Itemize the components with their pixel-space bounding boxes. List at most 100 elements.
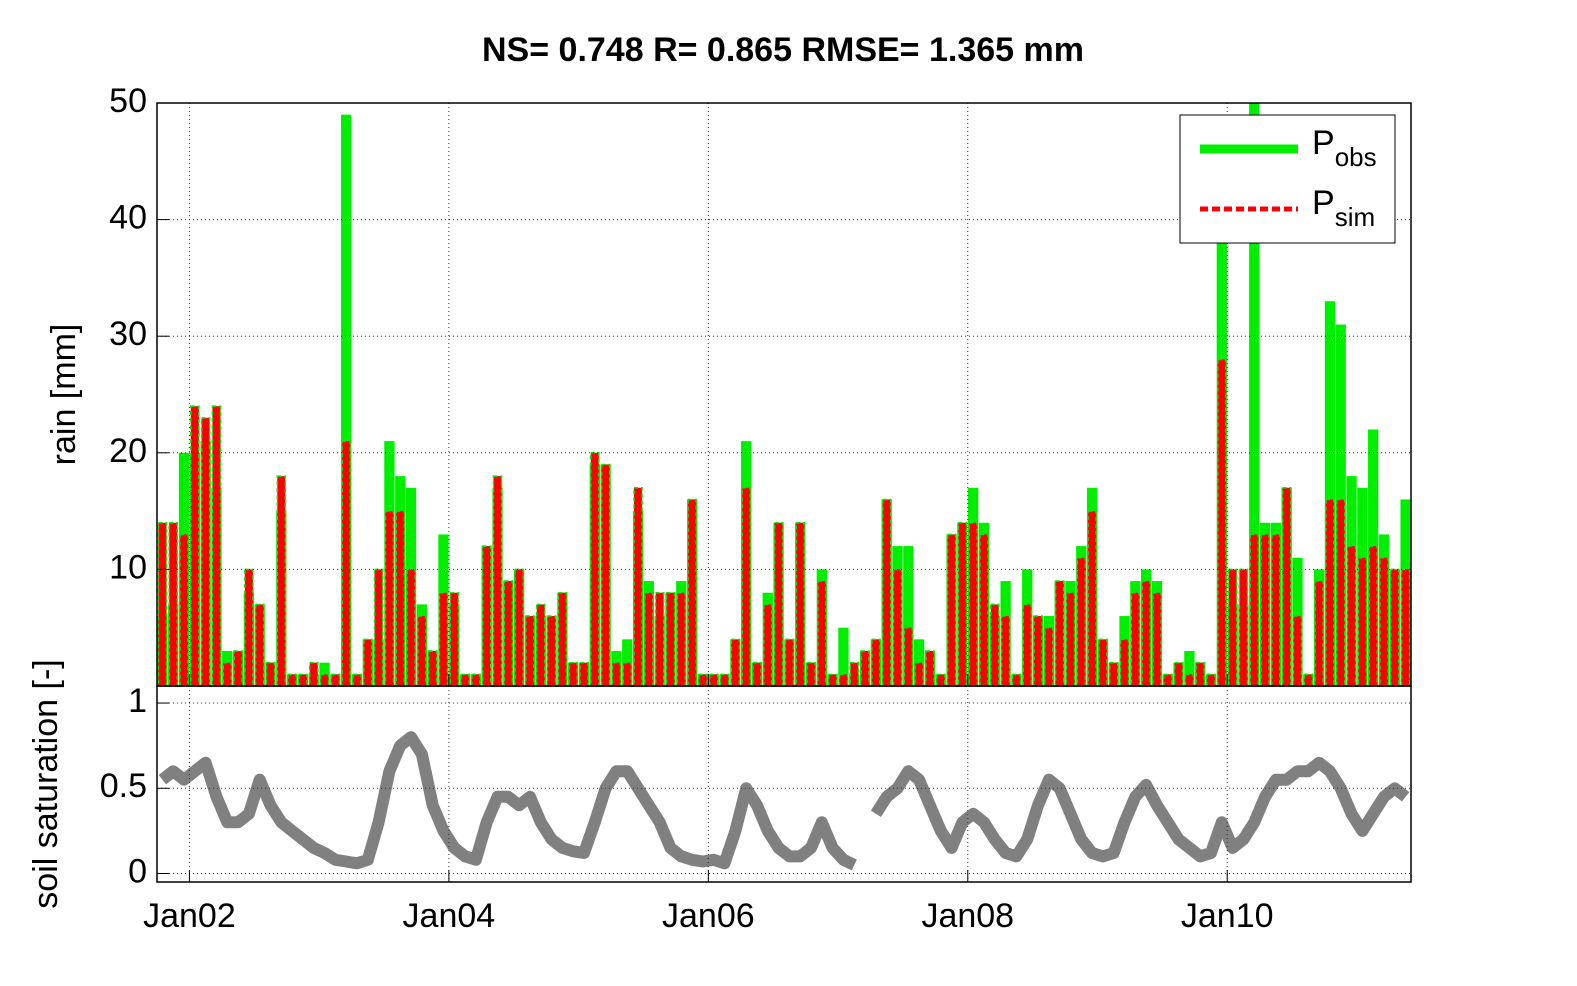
bar [1249,533,1260,686]
x-tick-label: Jan02 [143,897,236,935]
bar [925,650,935,686]
bar [1130,591,1141,686]
y-tick-label: 30 [109,315,147,353]
bar [417,615,427,686]
bar [752,661,762,686]
bar [817,580,827,686]
bar [860,650,870,686]
bar [535,603,546,686]
bar [1238,568,1249,686]
bar [827,673,838,686]
bar [168,522,179,686]
bar [903,546,914,686]
bar [319,662,330,686]
y-axis-label: soil saturation [-] [27,659,65,908]
bar [654,591,665,686]
bar [881,498,892,686]
legend-label-sub: obs [1335,142,1377,172]
bar [200,417,211,686]
legend-label: Psim [1312,184,1375,232]
bar [762,603,773,686]
bar [233,650,243,686]
bar [665,591,676,686]
plot-area [158,731,1410,871]
axes-frame [156,685,1412,883]
bar [957,522,968,686]
bar [179,533,189,686]
bar [1141,580,1151,686]
bar [1119,638,1130,686]
bar [427,650,438,686]
bar [979,533,989,686]
bar [1054,580,1065,686]
bar [190,405,200,686]
bar [1379,556,1389,686]
line [158,731,1410,871]
bar [946,533,957,686]
bar [968,522,978,686]
bar [914,661,924,686]
bar [352,673,362,686]
bar [1335,498,1346,686]
bar [611,661,622,686]
bar [806,661,816,686]
plot-area [157,103,1411,686]
bar [438,591,449,686]
bar [568,661,579,686]
bar [1400,568,1411,686]
bar [1217,358,1227,686]
bar [492,475,503,686]
bar [708,673,719,686]
legend-label-main: P [1312,124,1335,162]
bar [784,638,795,686]
bar [157,522,168,686]
bar [395,510,406,686]
bar [557,591,568,686]
x-tick-label: Jan04 [403,897,496,935]
bar [1206,673,1216,686]
bar [287,673,297,686]
x-tick-label: Jan06 [662,897,755,935]
bar [1260,533,1270,686]
bar [330,673,341,686]
bar [525,615,535,686]
legend-label-sub: sim [1335,202,1375,232]
bar [319,673,330,686]
bar [1152,591,1162,686]
bar [579,661,589,686]
bar [1044,626,1054,686]
bar [1162,673,1173,686]
bar [687,498,697,686]
bar [1011,673,1022,686]
bar [244,568,254,686]
y-tick-label: 50 [109,82,147,120]
bar [644,591,654,686]
bar [211,405,222,686]
bar [935,673,946,686]
bar [406,568,416,686]
bar [1000,615,1011,686]
y-tick-label: 10 [109,548,147,586]
bar [1098,638,1108,686]
bar [222,661,233,686]
bar [1249,103,1260,686]
bar [254,603,265,686]
bar [838,673,849,686]
bar [1184,673,1195,686]
bar [1325,498,1335,686]
bar [903,626,914,686]
bar [719,673,730,686]
bar [1389,568,1400,686]
x-tick-label: Jan08 [921,897,1014,935]
bar [849,661,860,686]
bar [341,114,352,686]
legend-label-main: P [1312,184,1335,222]
y-tick-label: 1 [128,682,147,720]
y-tick-label: 0.5 [100,767,147,805]
bar [741,487,751,686]
bar [1022,603,1033,686]
bar [600,463,611,686]
legend-box [1179,114,1396,244]
